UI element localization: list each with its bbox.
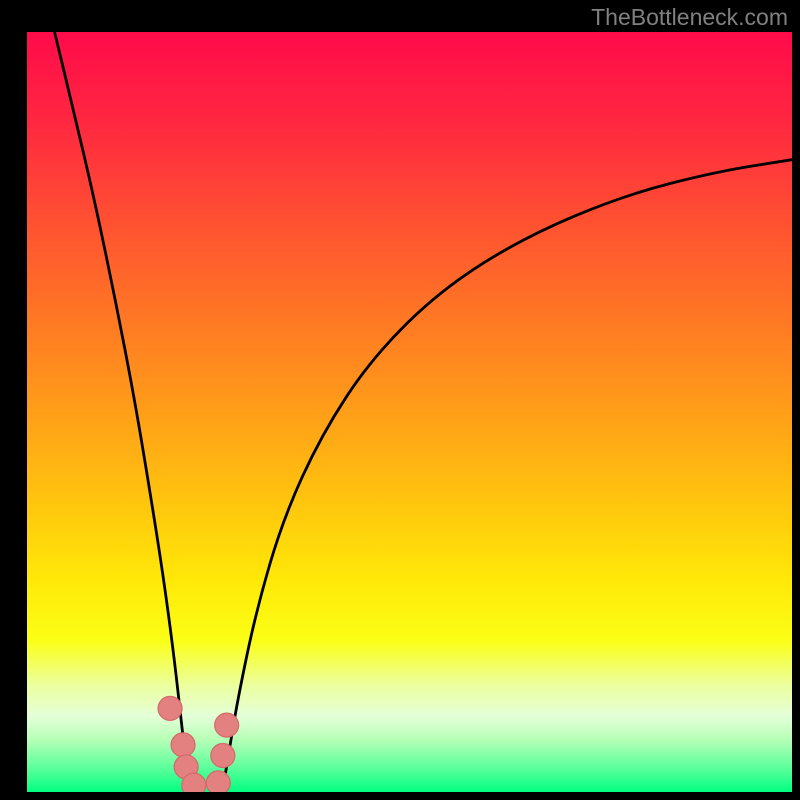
data-marker xyxy=(158,696,182,720)
data-marker xyxy=(211,744,235,768)
data-marker xyxy=(206,771,230,792)
plot-area xyxy=(27,32,792,792)
gradient-background xyxy=(27,32,792,792)
data-marker xyxy=(182,773,206,792)
data-marker xyxy=(171,733,195,757)
watermark-text: TheBottleneck.com xyxy=(591,4,788,31)
data-marker xyxy=(215,713,239,737)
plot-svg xyxy=(27,32,792,792)
